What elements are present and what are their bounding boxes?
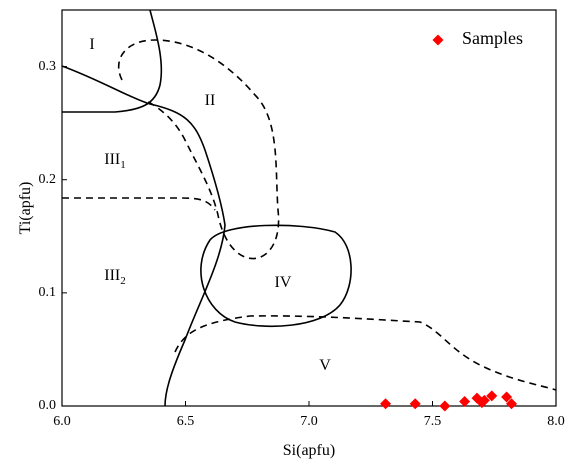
region-name: III <box>104 267 120 284</box>
region-name: I <box>89 36 94 53</box>
x-tick-label: 7.5 <box>424 414 442 429</box>
sample-point <box>478 394 490 406</box>
region-label: IV <box>275 274 292 291</box>
region-boundaries <box>61 9 557 407</box>
y-tick-label: 0.3 <box>39 59 57 74</box>
region-label: I <box>89 36 94 53</box>
region-name: II <box>205 92 216 109</box>
region-label: III2 <box>104 267 125 287</box>
x-tick-label: 8.0 <box>547 414 565 429</box>
region-label: II <box>205 92 216 109</box>
sample-point <box>409 398 421 410</box>
region-name: III <box>104 151 120 168</box>
sample-point <box>486 390 498 402</box>
x-axis-label: Si(apfu) <box>283 442 335 459</box>
boundary <box>61 65 226 407</box>
region-name: V <box>319 357 331 374</box>
y-tick-label: 0.1 <box>39 285 57 300</box>
y-axis-label: Ti(apfu) <box>17 182 34 235</box>
region-name: IV <box>275 274 292 291</box>
x-tick-label: 7.0 <box>300 414 318 429</box>
plot-frame <box>61 9 557 407</box>
legend-marker <box>432 34 444 46</box>
sample-point <box>380 398 392 410</box>
boundary <box>174 315 557 391</box>
sample-point <box>506 398 518 410</box>
boundary <box>62 197 216 211</box>
sample-point <box>439 400 451 412</box>
region-subscript: 2 <box>120 275 126 287</box>
boundary <box>62 9 163 113</box>
boundary <box>200 224 352 328</box>
region-label: V <box>319 357 331 374</box>
y-tick-label: 0.2 <box>39 172 57 187</box>
sample-point <box>459 395 471 407</box>
boundary <box>117 39 280 260</box>
x-tick-label: 6.0 <box>53 414 71 429</box>
y-tick-label: 0.0 <box>39 398 57 413</box>
sample-point <box>501 391 513 403</box>
legend-label: Samples <box>462 28 523 48</box>
region-label: III1 <box>104 151 125 171</box>
x-tick-label: 6.5 <box>177 414 195 429</box>
region-subscript: 1 <box>120 159 126 171</box>
